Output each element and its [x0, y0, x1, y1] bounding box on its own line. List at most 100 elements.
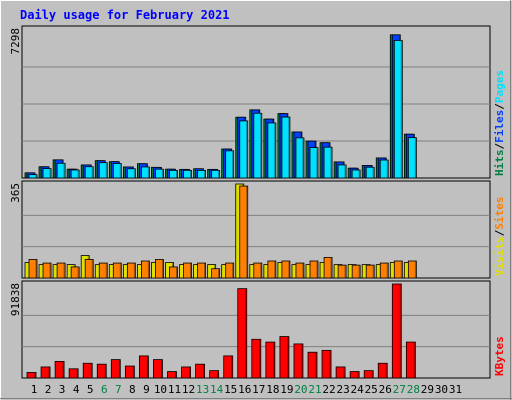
top-bar-pages-day16 [239, 120, 249, 179]
middle-bar-sites-day27 [393, 260, 403, 279]
top-bar-shade [204, 170, 206, 178]
bottom-bar-shade [62, 361, 64, 378]
x-tick-label-day17: 17 [252, 383, 265, 396]
x-tick-label-day3: 3 [59, 383, 66, 396]
bottom-ymax-label: 91838 [9, 283, 22, 316]
top-bar-pages-day27 [393, 40, 403, 179]
middle-bar-sites-day23 [337, 264, 347, 279]
bottom-bar-kbytes-day26 [377, 362, 388, 379]
top-bar-pages-day23 [337, 164, 347, 179]
bottom-bar-shade [231, 356, 233, 378]
bottom-bar-kbytes-day8 [124, 365, 135, 379]
middle-bar-sites-day1 [28, 259, 38, 279]
x-tick-label-day19: 19 [280, 383, 293, 396]
x-tick-label-day23: 23 [336, 383, 349, 396]
bottom-bar-shade [413, 342, 415, 378]
bottom-bar-kbytes-day21 [307, 351, 318, 379]
bottom-bar-kbytes-day20 [293, 343, 304, 379]
bottom-bar-kbytes-day9 [138, 355, 149, 379]
middle-bar-shade [91, 259, 93, 278]
top-bar-pages-day12 [183, 169, 192, 179]
middle-bar-sites-day14 [211, 268, 221, 279]
middle-bar-sites-day3 [56, 262, 66, 279]
bottom-bar-shade [203, 364, 205, 378]
top-bar-pages-day7 [112, 163, 122, 179]
bottom-bar-kbytes-day25 [363, 370, 374, 379]
top-bar-pages-day1 [28, 174, 38, 179]
bottom-bar-shade [329, 350, 331, 378]
middle-bar-shade [35, 259, 37, 278]
x-axis-labels: 1 2 3 4 5 6 7 8 9 10 11 12 13 14 15 16 17 18 19 20 21 22 23 24 2… [31, 383, 462, 396]
middle-bar-shade [105, 263, 107, 278]
middle-bar-shade [77, 267, 79, 278]
top-series-labels: Hits/Files/Pages [493, 70, 506, 176]
middle-bar-shade [358, 265, 360, 278]
chart-title: Daily usage for February 2021 [20, 8, 230, 22]
top-bar-pages-day8 [126, 168, 136, 179]
top-bar-shade [190, 170, 192, 178]
bottom-bar-kbytes-day19 [279, 336, 290, 379]
top-bar-shade [147, 167, 149, 178]
top-bar-shade [316, 148, 318, 178]
bottom-bar-kbytes-day22 [321, 349, 332, 379]
top-bar-shade [35, 175, 37, 178]
middle-bar-shade [414, 261, 416, 278]
middle-bar-shade [133, 263, 135, 278]
bottom-bar-shade [385, 363, 387, 378]
middle-bar-sites-day6 [98, 262, 108, 279]
top-bar-shade [302, 138, 304, 178]
middle-bar-sites-day13 [197, 262, 207, 279]
top-bar-pages-day25 [365, 166, 375, 179]
bottom-bar-kbytes-day3 [54, 361, 65, 379]
x-tick-label-day25: 25 [365, 383, 378, 396]
top-bar-shade [91, 167, 93, 178]
x-tick-label-day14: 14 [210, 383, 224, 396]
top-bar-shade [330, 147, 332, 178]
middle-bar-sites-day24 [351, 264, 361, 279]
top-bar-shade [176, 170, 177, 178]
x-tick-label-day30: 30 [435, 383, 448, 396]
series-label-1: / [493, 229, 506, 236]
x-tick-label-day21: 21 [308, 383, 321, 396]
x-tick-label-day6: 6 [101, 383, 108, 396]
bottom-bar-kbytes-day1 [26, 372, 37, 379]
middle-bar-sites-day12 [183, 262, 192, 279]
bottom-bar-kbytes-day6 [96, 363, 107, 379]
top-bar-pages-day13 [197, 169, 207, 179]
x-tick-label-day28: 28 [407, 383, 420, 396]
x-tick-label-day16: 16 [238, 383, 251, 396]
middle-bar-sites-day11 [169, 266, 178, 279]
x-tick-label-day27: 27 [393, 383, 406, 396]
bottom-bar-shade [217, 371, 219, 378]
top-bar-pages-day15 [225, 150, 235, 179]
top-bar-shade [400, 41, 402, 178]
bottom-bar-kbytes-day18 [265, 341, 276, 379]
middle-panel: 365 Visits/Sites [9, 180, 506, 279]
bottom-bar-shade [273, 342, 275, 378]
bottom-bar-kbytes-day23 [335, 366, 346, 379]
top-bar-shade [274, 123, 276, 178]
top-bar-shade [386, 160, 388, 178]
top-bar-shade [288, 117, 290, 178]
middle-bar-sites-day9 [140, 260, 150, 279]
series-label-2: Sites [493, 197, 506, 230]
bottom-bar-shade [357, 372, 359, 378]
bottom-bar-kbytes-day5 [82, 362, 93, 379]
middle-bar-shade [330, 257, 332, 278]
x-tick-label-day2: 2 [45, 383, 52, 396]
middle-bar-shade [344, 265, 346, 278]
top-bar-shade [260, 113, 262, 178]
top-bar-pages-day21 [309, 147, 319, 179]
top-bar-shade [218, 170, 220, 178]
middle-bar-shade [260, 263, 262, 278]
bottom-bar-kbytes-day11 [167, 371, 177, 379]
top-bar-shade [133, 169, 135, 178]
middle-bar-shade [316, 261, 318, 278]
bottom-bar-shade [34, 372, 36, 378]
series-label-0: Hits [493, 150, 506, 177]
bottom-bar-kbytes-day7 [110, 359, 121, 379]
top-bar-shade [105, 163, 107, 178]
x-tick-label-day15: 15 [224, 383, 237, 396]
middle-bar-sites-day7 [112, 262, 122, 279]
bottom-bar-kbytes-day16 [237, 288, 248, 379]
